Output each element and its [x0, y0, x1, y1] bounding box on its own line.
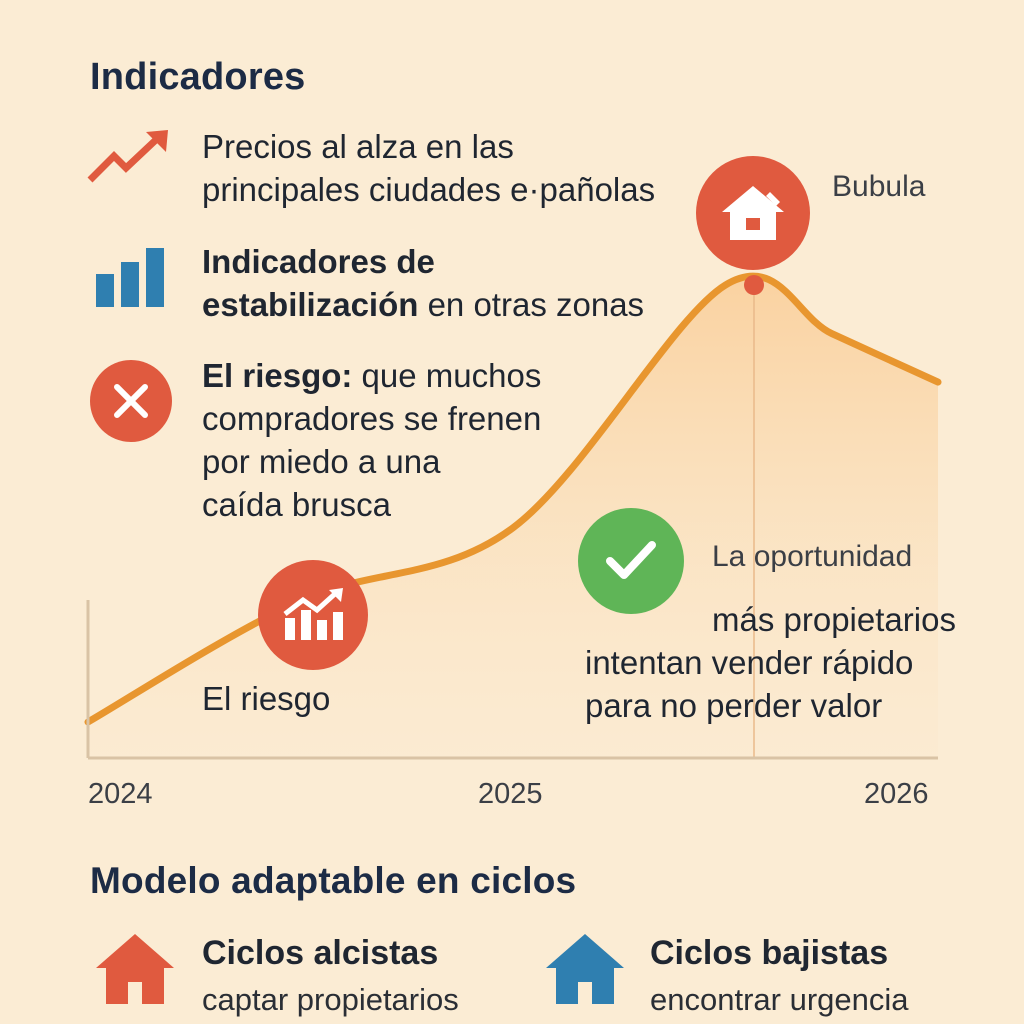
cycle-up-title: Ciclos alcistas [202, 934, 439, 972]
risk-label: El riesgo [202, 680, 331, 717]
model-heading: Modelo adaptable en ciclos [90, 860, 577, 901]
indicator-risk-title: El riesgo: [202, 357, 353, 394]
cycle-down-title: Ciclos bajistas [650, 934, 889, 972]
x-tick-2026: 2026 [864, 778, 929, 810]
indicator-prices: Precios al alza en las principales ciuda… [202, 125, 655, 211]
house-icon [544, 932, 626, 1006]
x-tick-2025: 2025 [478, 778, 543, 810]
close-circle-icon [90, 360, 172, 442]
indicators-heading: Indicadores [90, 56, 306, 98]
opportunity-line1: más propietarios [712, 601, 956, 638]
indicator-risk-rest: que muchos [352, 357, 542, 394]
indicator-stabilization-rest: en otras zonas [418, 286, 645, 323]
indicator-risk-line4: caída brusca [202, 486, 391, 523]
opportunity-line3: para no perder valor [585, 687, 883, 724]
indicator-prices-title: Precios al alza en las [202, 128, 514, 165]
indicator-risk: El riesgo: que muchos compradores se fre… [202, 354, 541, 526]
peak-label: Bubula [832, 170, 926, 203]
indicator-stabilization-bold: estabilización [202, 286, 419, 323]
trending-up-icon [86, 128, 172, 186]
indicator-stabilization: Indicadores de estabilización en otras z… [202, 240, 644, 326]
x-tick-2024: 2024 [88, 778, 153, 810]
cycle-down-sub: encontrar urgencia [650, 982, 909, 1017]
peak-point [744, 275, 764, 295]
indicator-risk-line3: por miedo a una [202, 443, 441, 480]
cycle-up-sub: captar propietarios [202, 982, 459, 1017]
bar-chart-icon [94, 246, 168, 308]
check-icon [578, 508, 684, 614]
opportunity-title: La oportunidad [712, 540, 913, 573]
risk-growth-icon [258, 560, 368, 670]
indicator-prices-detail: principales ciudades e·pañolas [202, 171, 656, 208]
indicator-risk-line2: compradores se frenen [202, 400, 542, 437]
opportunity-line2: intentan vender rápido [585, 644, 914, 681]
house-icon [94, 932, 176, 1006]
indicator-stabilization-title: Indicadores de [202, 243, 435, 280]
peak-house-icon [696, 156, 810, 270]
